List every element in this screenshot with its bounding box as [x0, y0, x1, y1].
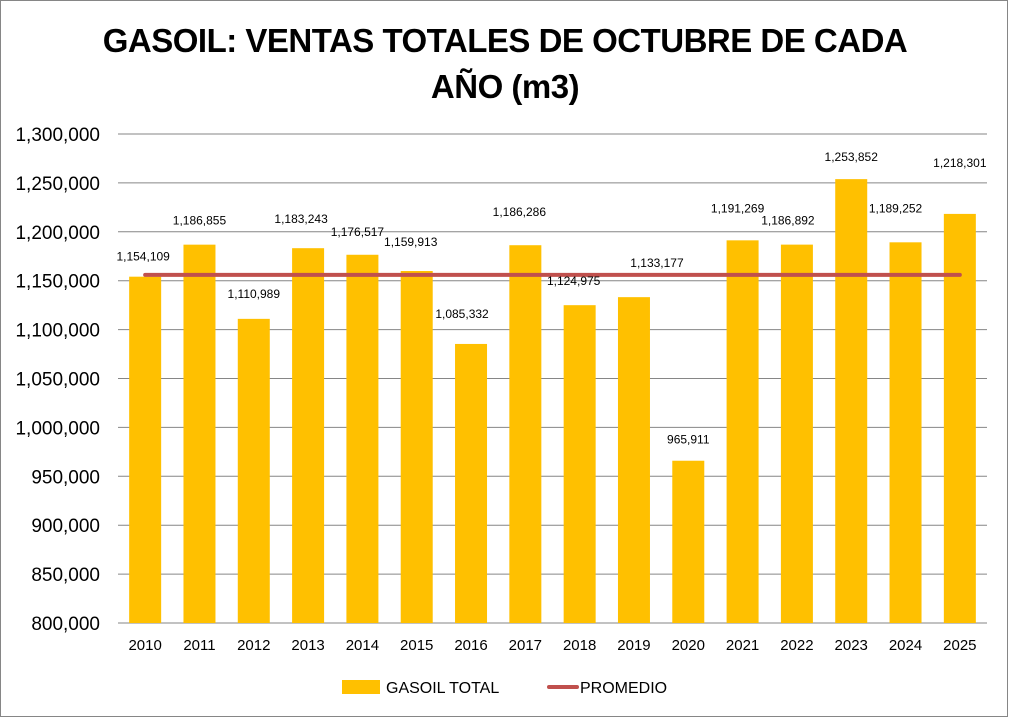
data-label-2018: 1,124,975: [547, 274, 601, 288]
data-label-2022: 1,186,892: [761, 214, 815, 228]
bar-2015: [400, 271, 433, 623]
x-tick-label: 2024: [889, 637, 922, 654]
x-tick-label: 2011: [183, 637, 215, 654]
x-tick-label: 2012: [237, 637, 270, 654]
bar-2023: [835, 179, 868, 623]
data-label-2020: 965,911: [667, 433, 710, 447]
legend: GASOIL TOTAL PROMEDIO: [342, 680, 667, 697]
x-tick-label: 2013: [291, 637, 324, 654]
legend-swatch-gasoil-total: [342, 680, 380, 694]
data-label-2014: 1,176,517: [331, 225, 385, 239]
data-label-2021: 1,191,269: [711, 201, 765, 215]
x-tick-label: 2023: [835, 637, 868, 654]
y-tick-label: 1,250,000: [15, 174, 100, 195]
bars: [129, 179, 976, 624]
legend-label-gasoil-total: GASOIL TOTAL: [386, 680, 499, 697]
data-label-2023: 1,253,852: [825, 150, 879, 164]
x-tick-label: 2025: [943, 637, 976, 654]
y-axis-tick-labels: 800,000 850,000 900,000 950,000 1,000,000 1,0…: [15, 125, 100, 635]
x-tick-label: 2021: [726, 637, 759, 654]
data-label-2013: 1,183,243: [274, 212, 328, 226]
data-label-2019: 1,133,177: [630, 256, 684, 270]
data-labels: 1,154,109 1,186,855 1,110,989 1,183,2431,17…: [116, 150, 986, 447]
bar-2025: [943, 213, 976, 624]
y-tick-label: 1,300,000: [15, 125, 100, 146]
bar-2019: [617, 297, 650, 623]
data-label-2015: 1,159,913: [384, 235, 438, 249]
x-axis-tick-labels: 2010 2011 2012 2013 2014 2015 2016 2017 2018 2019…: [128, 637, 976, 654]
bar-2018: [563, 305, 596, 623]
chart-title: GASOIL: VENTAS TOTALES DE OCTUBRE DE CAD…: [0, 18, 1010, 110]
data-label-2011: 1,186,855: [173, 214, 227, 228]
y-tick-label: 800,000: [31, 614, 100, 635]
y-tick-label: 1,100,000: [15, 321, 100, 342]
x-tick-label: 2018: [563, 637, 596, 654]
bar-2016: [455, 343, 488, 623]
x-tick-label: 2015: [400, 637, 433, 654]
bar-2012: [237, 318, 270, 623]
chart-title-line1: GASOIL: VENTAS TOTALES DE OCTUBRE DE CAD…: [102, 22, 908, 59]
x-tick-label: 2014: [346, 637, 379, 654]
bar-2020: [672, 460, 705, 623]
chart-title-line2: AÑO (m3): [430, 68, 580, 105]
legend-label-promedio: PROMEDIO: [580, 680, 667, 697]
x-tick-label: 2017: [509, 637, 542, 654]
x-tick-label: 2020: [672, 637, 705, 654]
bar-2022: [780, 244, 813, 623]
x-tick-label: 2010: [128, 637, 161, 654]
data-label-2010: 1,154,109: [116, 250, 170, 264]
bar-2024: [889, 242, 922, 624]
bar-2010: [129, 276, 162, 623]
bar-2017: [509, 245, 542, 624]
y-tick-label: 1,150,000: [15, 272, 100, 293]
y-tick-label: 850,000: [31, 565, 100, 586]
y-tick-label: 900,000: [31, 516, 100, 537]
data-label-2024: 1,189,252: [869, 201, 923, 215]
x-tick-label: 2016: [454, 637, 487, 654]
data-label-2017: 1,186,286: [493, 205, 547, 219]
data-label-2025: 1,218,301: [933, 156, 987, 170]
data-label-2012: 1,110,989: [228, 287, 281, 301]
x-tick-label: 2022: [780, 637, 813, 654]
bar-2013: [292, 248, 325, 623]
bar-2014: [346, 254, 379, 624]
y-tick-label: 1,200,000: [15, 223, 100, 244]
data-label-2016: 1,085,332: [435, 307, 489, 321]
bar-2021: [726, 240, 759, 623]
y-tick-label: 1,000,000: [15, 418, 100, 439]
x-tick-label: 2019: [617, 637, 650, 654]
y-tick-label: 950,000: [31, 467, 100, 488]
y-tick-label: 1,050,000: [15, 370, 100, 391]
bar-2011: [183, 244, 216, 623]
